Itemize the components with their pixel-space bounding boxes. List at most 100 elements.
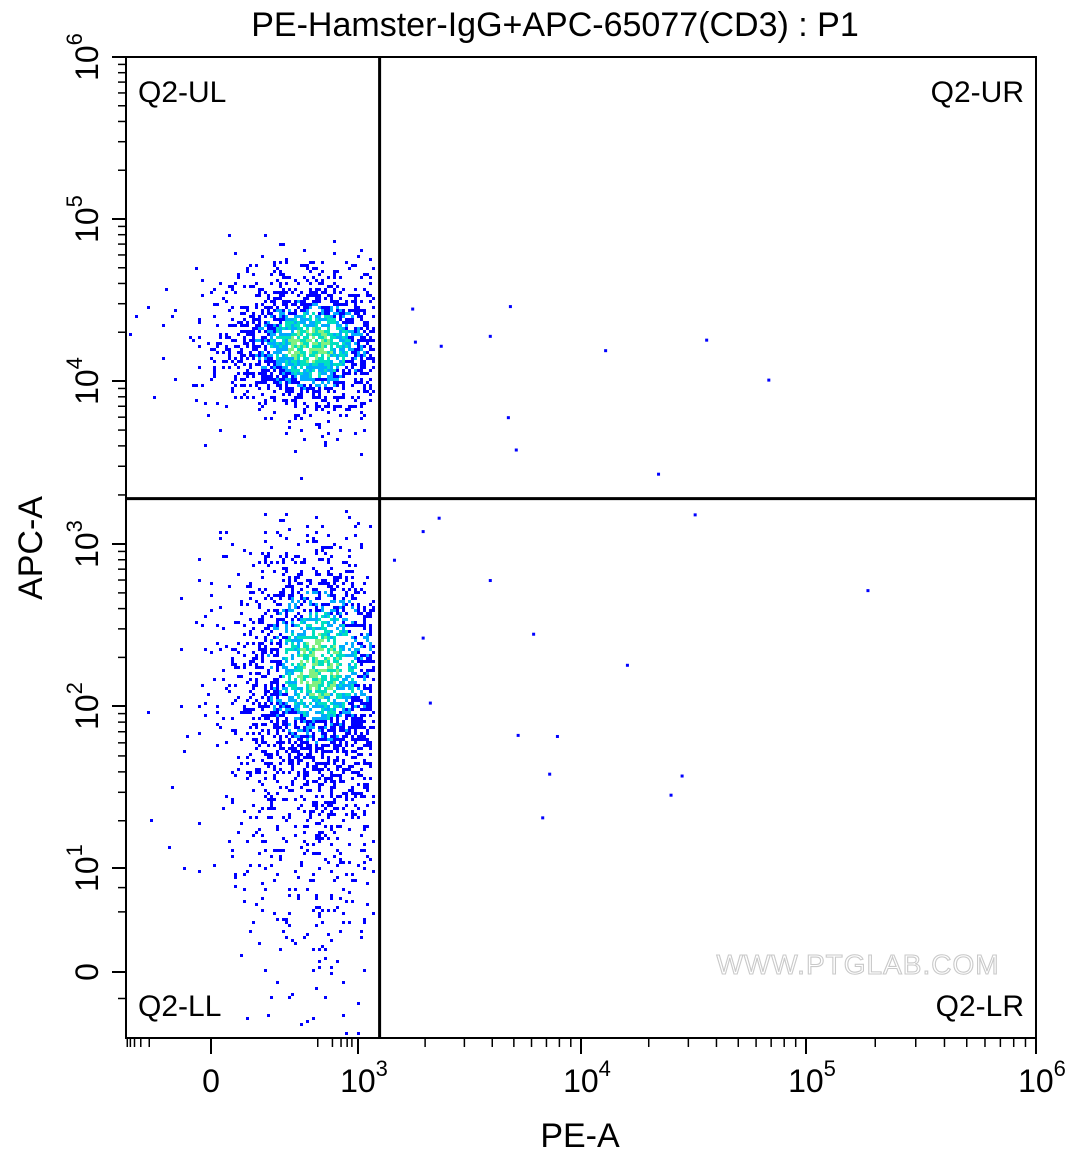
event-dot: [354, 693, 357, 696]
event-dot: [297, 321, 300, 324]
event-dot: [333, 576, 336, 579]
event-dot: [321, 711, 324, 714]
event-dot: [291, 699, 294, 702]
event-dot: [300, 321, 303, 324]
event-dot: [360, 366, 363, 369]
event-dot: [339, 861, 342, 864]
event-dot: [351, 594, 354, 597]
event-dot: [267, 327, 270, 330]
event-dot: [327, 759, 330, 762]
event-dot: [282, 345, 285, 348]
event-dot: [315, 345, 318, 348]
event-dot: [318, 726, 321, 729]
event-dot: [297, 711, 300, 714]
event-dot: [252, 333, 255, 336]
event-dot: [294, 375, 297, 378]
event-dot: [249, 264, 252, 267]
event-dot: [348, 696, 351, 699]
event-dot: [354, 294, 357, 297]
event-dot: [345, 711, 348, 714]
event-dot: [363, 720, 366, 723]
event-dot: [366, 324, 369, 327]
event-dot: [240, 396, 243, 399]
event-dot: [333, 702, 336, 705]
event-dot: [300, 561, 303, 564]
event-dot: [294, 300, 297, 303]
event-dot: [321, 549, 324, 552]
event-dot: [345, 561, 348, 564]
event-dot: [276, 654, 279, 657]
event-dot: [330, 354, 333, 357]
event-dot: [336, 438, 339, 441]
event-dot: [369, 684, 372, 687]
event-dot: [363, 861, 366, 864]
event-dot: [234, 282, 237, 285]
event-dot: [330, 351, 333, 354]
event-dot: [327, 378, 330, 381]
event-dot: [288, 378, 291, 381]
event-dot: [315, 924, 318, 927]
event-dot: [294, 639, 297, 642]
event-dot: [369, 702, 372, 705]
event-dot: [246, 357, 249, 360]
event-dot: [279, 243, 282, 246]
event-dot: [321, 702, 324, 705]
event-dot: [282, 360, 285, 363]
event-dot: [246, 771, 249, 774]
y-tick-label: 105: [62, 195, 105, 243]
event-dot: [306, 732, 309, 735]
event-dot: [339, 318, 342, 321]
event-dot: [315, 663, 318, 666]
event-dot: [252, 642, 255, 645]
event-dot: [288, 309, 291, 312]
event-dot: [273, 399, 276, 402]
event-dot: [273, 363, 276, 366]
event-dot: [306, 726, 309, 729]
event-dot: [276, 297, 279, 300]
event-dot: [339, 612, 342, 615]
event-dot: [357, 522, 360, 525]
event-dot: [363, 810, 366, 813]
event-dot: [294, 417, 297, 420]
event-dot: [255, 771, 258, 774]
event-dot: [321, 627, 324, 630]
event-dot: [324, 750, 327, 753]
event-dot: [258, 768, 261, 771]
event-dot: [360, 768, 363, 771]
event-dot: [306, 774, 309, 777]
event-dot: [327, 411, 330, 414]
event-dot: [354, 732, 357, 735]
event-dot: [264, 675, 267, 678]
event-dot: [285, 384, 288, 387]
event-dot: [330, 813, 333, 816]
event-dot: [339, 744, 342, 747]
event-dot: [333, 909, 336, 912]
event-dot: [321, 675, 324, 678]
event-dot: [279, 612, 282, 615]
event-dot: [261, 381, 264, 384]
event-dot: [300, 846, 303, 849]
event-dot: [210, 651, 213, 654]
event-dot: [354, 771, 357, 774]
event-dot: [255, 657, 258, 660]
event-dot: [291, 759, 294, 762]
event-dot: [291, 588, 294, 591]
event-dot: [276, 729, 279, 732]
event-dot: [318, 771, 321, 774]
event-dot: [276, 651, 279, 654]
event-dot: [294, 723, 297, 726]
event-dot: [300, 351, 303, 354]
outlier-dot: [555, 734, 559, 738]
event-dot: [261, 729, 264, 732]
outlier-dot: [705, 338, 709, 342]
event-dot: [357, 735, 360, 738]
event-dot: [318, 690, 321, 693]
event-dot: [237, 651, 240, 654]
event-dot: [288, 708, 291, 711]
event-dot: [354, 729, 357, 732]
event-dot: [306, 789, 309, 792]
event-dot: [324, 717, 327, 720]
event-dot: [324, 336, 327, 339]
event-dot: [345, 324, 348, 327]
